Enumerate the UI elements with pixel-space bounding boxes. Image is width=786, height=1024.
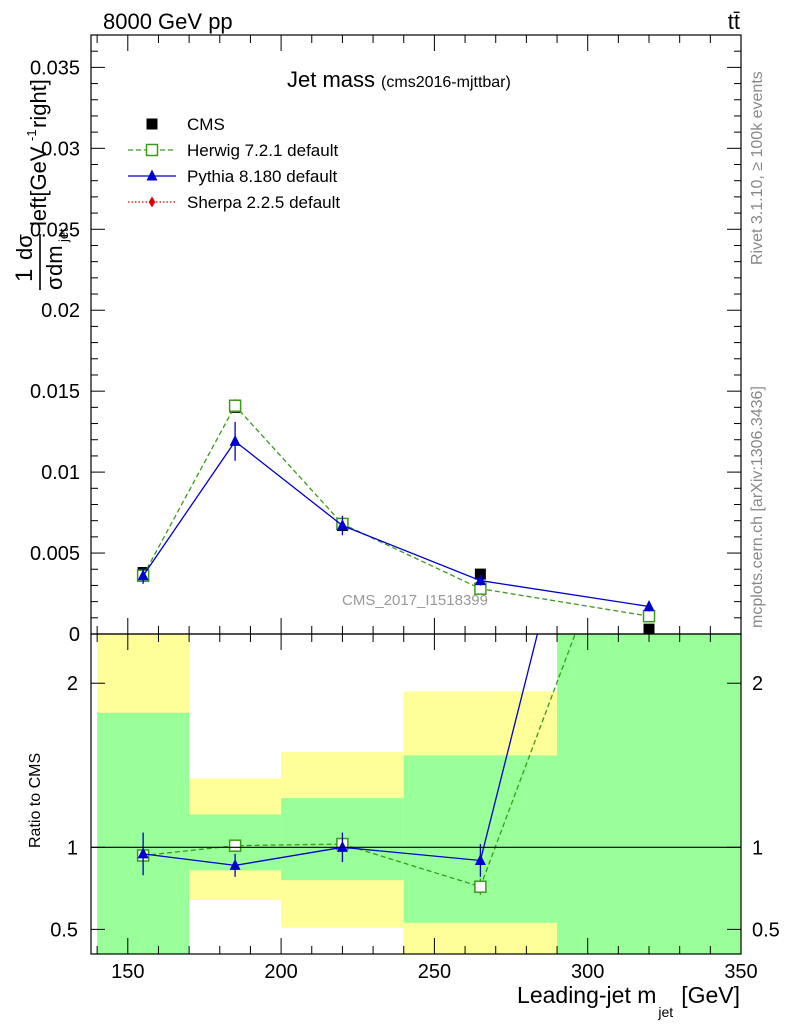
legend-marker	[146, 118, 158, 130]
x-tick-label: 150	[111, 961, 144, 983]
mcplots-side-label: mcplots.cern.ch [arXiv:1306.3436]	[749, 386, 766, 628]
ratio-series-line	[143, 634, 576, 888]
legend-label: CMS	[187, 115, 225, 134]
main-data-point	[474, 574, 486, 586]
main-y-tick-label: 0.035	[30, 57, 80, 79]
ratio-band-green	[557, 634, 741, 954]
x-axis: 150 200 250 300 350	[96, 35, 758, 983]
ratio-data-point	[474, 853, 486, 865]
main-data-point	[336, 519, 348, 531]
main-y-tick-label: 0.02	[41, 300, 80, 322]
header-process-label: tt̄	[728, 9, 740, 34]
ratio-data-point	[228, 839, 242, 852]
header-energy-label: 8000 GeV pp	[103, 9, 233, 34]
main-data-point	[643, 599, 655, 611]
main-y-tick-label: 0	[69, 624, 80, 646]
svg-text:left[GeV: left[GeV	[26, 146, 51, 226]
ratio-y-tick-label: 2	[67, 673, 78, 695]
main-series-group	[136, 399, 656, 634]
main-y-tick-label: 0.03	[41, 138, 80, 160]
chart-title: Jet mass (cms2016-mjttbar)	[287, 67, 511, 92]
svg-text:jet: jet	[56, 228, 71, 243]
legend-label: Pythia 8.180 default	[187, 167, 338, 186]
main-y-tick-label: 0.025	[30, 219, 80, 241]
main-data-point	[228, 399, 242, 412]
ratio-band-green	[403, 755, 558, 923]
main-y-axis-label: 1 dσ σ dm jet left[GeV -1 right]	[11, 79, 71, 290]
main-data-point	[642, 609, 656, 623]
legend-label: Herwig 7.2.1 default	[187, 141, 338, 160]
main-data-point	[229, 434, 241, 446]
ratio-y-axis: 0.5 0.5 1 1 2 2	[50, 673, 780, 941]
x-tick-label: 300	[571, 961, 604, 983]
main-y-tick-label: 0.005	[30, 543, 80, 565]
ratio-y-axis-label: Ratio to CMS	[27, 753, 44, 848]
ratio-data-point	[137, 847, 149, 859]
legend-marker	[146, 169, 158, 181]
ratio-y-tick-label: 0.5	[50, 919, 78, 941]
ratio-uncertainty-bands	[97, 634, 741, 954]
ratio-y-tick-label-right: 1	[752, 837, 763, 859]
ratio-y-tick-label: 1	[67, 837, 78, 859]
x-axis-label: Leading-jet mjet[GeV]	[517, 982, 740, 1020]
main-data-point	[137, 569, 149, 581]
x-tick-label: 200	[264, 961, 297, 983]
svg-text:dm: dm	[42, 245, 67, 276]
main-y-tick-label: 0.01	[41, 462, 80, 484]
main-y-axis: 0 0.005 0.01 0.015 0.02 0.025 0.03 0.035	[30, 50, 741, 646]
ratio-panel-frame	[90, 633, 742, 955]
ratio-data-point	[474, 880, 487, 893]
legend: CMS Herwig 7.2.1 default Pythia 8.180 defa…	[128, 115, 340, 212]
x-tick-label: 250	[418, 961, 451, 983]
main-series-line	[142, 404, 650, 617]
main-y-tick-label: 0.015	[30, 381, 80, 403]
ratio-y-tick-label-right: 0.5	[752, 919, 780, 941]
watermark-label: CMS_2017_I1518399	[342, 592, 488, 609]
svg-text:σ: σ	[42, 276, 67, 290]
svg-text:-1: -1	[24, 129, 39, 141]
legend-label: Sherpa 2.2.5 default	[187, 193, 340, 212]
ratio-y-tick-label-right: 2	[752, 673, 763, 695]
ratio-data-point	[229, 858, 241, 870]
legend-marker	[148, 196, 156, 208]
rivet-side-label: Rivet 3.1.10, ≥ 100k events	[749, 71, 766, 265]
svg-text:right]: right]	[26, 79, 51, 128]
ratio-data-point	[336, 840, 348, 852]
x-tick-label: 350	[724, 961, 757, 983]
svg-text:1: 1	[11, 269, 38, 282]
main-series-line	[142, 440, 650, 608]
svg-text:dσ: dσ	[12, 234, 37, 260]
legend-marker	[145, 143, 159, 157]
